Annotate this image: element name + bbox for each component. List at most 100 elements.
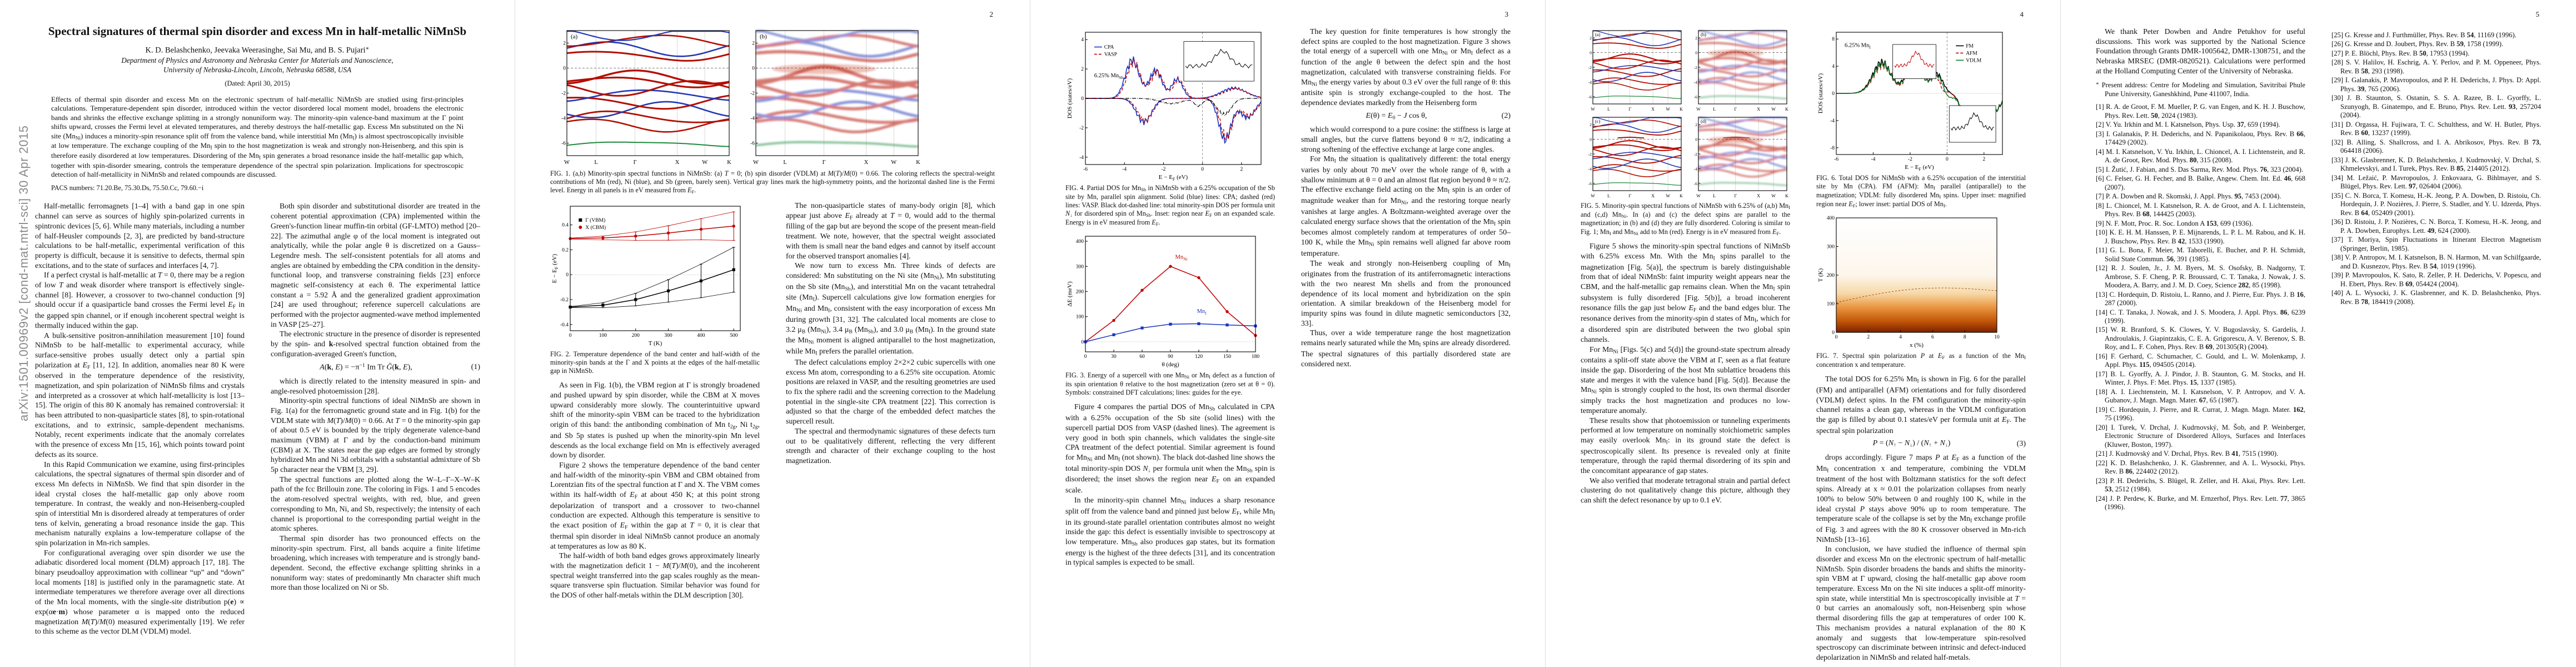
svg-text:K: K	[1680, 107, 1683, 112]
svg-text:X: X	[1757, 107, 1760, 112]
svg-text:-4: -4	[750, 116, 755, 122]
paragraph-list: Figure 5 shows the minority-spin spectra…	[1581, 241, 1790, 505]
reference-item: [22] K. D. Belashchenko, J. K. Glasbrenn…	[2096, 459, 2305, 476]
paragraph-list: The total DOS for 6.25% MnI is shown in …	[1816, 374, 2026, 435]
page2-columns: 0 100 200 300 400 500 -0.4 -0.2 0 0.2 0.4 Γ (VBM) X …	[550, 201, 995, 600]
svg-text:100: 100	[1076, 315, 1084, 320]
body-paragraph: Half-metallic ferromagnets [1–4] with a …	[35, 202, 245, 270]
paragraph-list: which would correspond to a pure cosine:…	[1301, 125, 1511, 369]
body-paragraph: The key question for finite temperatures…	[1301, 27, 1511, 107]
fig6-plot: -6 -4 -2 0 2 -8 -4 0 4 8 6.25% MnI​ FM AFM VDLM E − EF…	[1816, 28, 2008, 171]
fig2-caption: FIG. 2. Temperature dependence of the ba…	[550, 350, 760, 375]
figure-7: 0 2 4 6 8 10 0 100 200 300 400 x (%) T (K) FIG. 7. S…	[1816, 213, 2026, 369]
svg-text:0: 0	[752, 66, 755, 72]
svg-text:300: 300	[664, 333, 672, 339]
figure-6: -6 -4 -2 0 2 -8 -4 0 4 8 6.25% MnI​ FM AFM VDLM E − EF…	[1816, 28, 2026, 208]
svg-text:90: 90	[1168, 354, 1173, 360]
svg-text:100: 100	[1827, 302, 1835, 307]
reference-item: [23] P. H. Dederichs, S. Blügel, R. Zell…	[2096, 476, 2305, 494]
svg-text:-4: -4	[1694, 79, 1697, 84]
reference-item: [24] J. P. Perdew, K. Burke, and M. Ernz…	[2096, 494, 2305, 511]
body-paragraph: The half-width of both band edges grows …	[550, 551, 760, 600]
page-number: 2	[989, 10, 994, 18]
svg-text:-2: -2	[1694, 152, 1697, 157]
svg-text:W: W	[1696, 193, 1701, 198]
reference-item: [34] M. Ležaić, P. Mavropoulos, J. Enkov…	[2331, 173, 2541, 191]
svg-text:8: 8	[1964, 335, 1966, 340]
svg-text:-4: -4	[1588, 166, 1592, 171]
svg-text:-4: -4	[1830, 118, 1835, 124]
svg-text:Γ: Γ	[1628, 193, 1631, 198]
fig5-panel-c: W L Γ X W K 2 0 -2 -4 -6 (c)	[1581, 115, 1684, 199]
svg-text:Γ (VBM): Γ (VBM)	[585, 217, 605, 223]
svg-text:X: X	[1651, 193, 1655, 198]
body-paragraph: The total DOS for 6.25% MnI is shown in …	[1816, 375, 2026, 435]
body-paragraph: If a perfect crystal is half-metallic at…	[35, 271, 245, 330]
svg-text:(a): (a)	[1595, 32, 1601, 37]
figure-1-panels: W L Γ X W K 2 0 -2 -4 -6 (a) W L Γ X W K 2 0 -2 -4 -6 (b)	[550, 27, 995, 167]
reference-item: [5] I. Žutić, J. Fabian, and S. Das Sarm…	[2096, 165, 2304, 173]
body-paragraph: Figure 4 compares the partial DOS of MnS…	[1065, 402, 1275, 495]
reference-item: [25] G. Kresse and J. Furthmüller, Phys.…	[2331, 31, 2517, 39]
svg-text:W: W	[1666, 193, 1670, 198]
svg-text:-2: -2	[1161, 167, 1165, 172]
svg-text:200: 200	[1076, 290, 1084, 295]
body-paragraph: As seen in Fig. 1(b), the VBM region at …	[550, 381, 760, 460]
svg-text:-2: -2	[1588, 65, 1592, 70]
reference-list-right: [25] G. Kresse and J. Furthmüller, Phys.…	[2331, 31, 2541, 306]
svg-text:-2: -2	[750, 91, 755, 97]
svg-text:0: 0	[1695, 51, 1697, 56]
svg-text:60: 60	[1139, 354, 1145, 360]
svg-text:200: 200	[632, 333, 640, 339]
svg-text:Γ: Γ	[1628, 107, 1631, 112]
svg-text:T (K): T (K)	[1817, 268, 1824, 282]
svg-text:0: 0	[1835, 335, 1838, 340]
svg-text:L: L	[594, 160, 597, 166]
svg-text:-2: -2	[1588, 152, 1592, 157]
fig2-plot: 0 100 200 300 400 500 -0.4 -0.2 0 0.2 0.4 Γ (VBM) X …	[550, 201, 746, 347]
reference-item: [37] T. Moriya, Spin Fluctuations in Iti…	[2331, 236, 2541, 252]
svg-text:0: 0	[1081, 340, 1084, 345]
body-paragraph: Thermal spin disorder has two pronounced…	[271, 534, 480, 592]
body-paragraph: Figure 5 shows the minority-spin spectra…	[1581, 242, 1791, 344]
svg-text:2: 2	[752, 41, 755, 47]
reference-item: [15] W. R. Branford, S. K. Clowes, Y. V.…	[2096, 326, 2305, 351]
svg-text:0.4: 0.4	[562, 223, 569, 228]
svg-text:30: 30	[1111, 354, 1117, 360]
svg-text:(b): (b)	[760, 33, 767, 40]
svg-text:-0.4: -0.4	[560, 322, 569, 328]
svg-text:200: 200	[1827, 273, 1835, 278]
svg-text:X: X	[864, 160, 869, 166]
svg-text:400: 400	[697, 333, 705, 339]
equation-1-body: A(k, E) = −π−1 Im Tr Ḡ(k, E),	[320, 362, 412, 372]
svg-text:2: 2	[1695, 36, 1697, 41]
reference-item: [11] G. L. Bona, F. Meier, M. Taborelli,…	[2096, 246, 2305, 263]
svg-text:-4: -4	[1871, 157, 1875, 162]
reference-item: [20] I. Turek, V. Drchal, J. Kudrnovský,…	[2096, 423, 2305, 449]
svg-text:W: W	[1591, 193, 1595, 198]
page-5: 5 We thank Peter Dowben and Andre Petukh…	[2061, 0, 2576, 667]
svg-text:W: W	[753, 160, 759, 166]
reference-item: [13] C. Hordequin, D. Ristoiu, L. Ranno,…	[2096, 290, 2305, 307]
equation-2-number: (2)	[1501, 111, 1511, 120]
abstract-text: Effects of thermal spin disorder and exc…	[51, 95, 464, 179]
svg-text:L: L	[1607, 107, 1610, 112]
equation-2: E(θ) = E0 − J cos θ, (2)	[1301, 112, 1511, 121]
body-paragraph: We also verified that moderate tetragona…	[1581, 476, 1790, 505]
svg-text:2: 2	[1240, 167, 1243, 172]
svg-text:VDLM: VDLM	[1966, 58, 1982, 63]
svg-text:Γ: Γ	[823, 160, 826, 166]
equation-3-body: P = (N↑ − N↓) / (N↑ + N↓)	[1872, 439, 1951, 449]
fig5-panel-a: W L Γ X W K 2 0 -2 -4 -6 (a)	[1581, 28, 1684, 112]
paragraph-list: The non-quasiparticle states of many-bod…	[786, 201, 995, 466]
reference-item: [1] R. A. de Groot, F. M. Mueller, P. G.…	[2096, 103, 2305, 120]
figure-3: 0 30 60 90 120 150 180 0 100 200 300 400 MnNi​ MnI​ θ …	[1065, 232, 1275, 397]
svg-text:W: W	[564, 160, 570, 166]
svg-text:0: 0	[1084, 354, 1087, 360]
svg-text:6: 6	[1931, 335, 1934, 340]
reference-item: [9] N. F. Mott, Proc. R. Soc. London A 1…	[2096, 219, 2253, 227]
